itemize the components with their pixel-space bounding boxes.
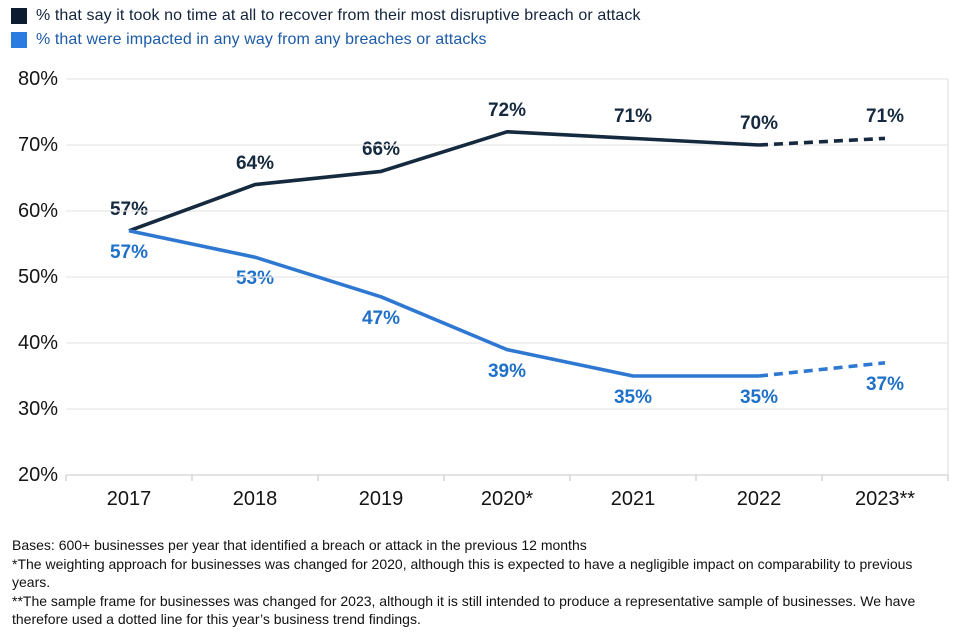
x-axis-tick-label: 2018 <box>232 488 278 510</box>
chart-legend: % that say it took no time at all to rec… <box>11 7 641 49</box>
y-axis-tick-label: 30% <box>17 398 58 420</box>
data-label: 71% <box>865 106 905 128</box>
data-label: 37% <box>865 373 905 395</box>
x-axis-tick-label: 2023** <box>854 488 916 510</box>
data-label: 70% <box>739 113 779 134</box>
y-axis-tick-label: 20% <box>17 464 58 486</box>
data-label: 47% <box>361 307 401 329</box>
legend-swatch-blue <box>11 32 27 48</box>
data-label: 35% <box>613 387 653 408</box>
data-label: 35% <box>739 387 779 408</box>
data-label: 53% <box>235 268 275 290</box>
data-label: 64% <box>235 152 275 174</box>
y-axis-tick-label: 60% <box>17 200 58 222</box>
x-axis-tick-label: 2019 <box>358 488 404 510</box>
x-axis-tick-label: 2022 <box>736 488 782 510</box>
series-line <box>128 229 759 378</box>
series-line-dashed-segment <box>758 361 886 378</box>
y-axis-tick-label: 70% <box>17 134 58 156</box>
x-axis-tick-label: 2020* <box>480 488 534 510</box>
data-label: 57% <box>109 198 149 220</box>
y-axis-tick-label: 80% <box>17 68 58 90</box>
series-line <box>128 130 760 233</box>
legend-label-impacted-any-way: % that were impacted in any way from any… <box>36 31 487 48</box>
data-label: 57% <box>109 241 149 263</box>
data-label: 71% <box>613 106 653 128</box>
y-axis-tick-label: 40% <box>17 332 58 354</box>
breach-trend-line-chart: 80% 70% 60% 50% 40% 30% 20% 2017 2018 2019 2020* 20… <box>17 68 949 510</box>
legend-item-impacted-any-way: % that were impacted in any way from any… <box>11 31 641 49</box>
footnote-bases: Bases: 600+ businesses per year that ide… <box>12 537 587 553</box>
legend-label-no-time-to-recover: % that say it took no time at all to rec… <box>36 7 641 24</box>
footnote-2020-weighting: *The weighting approach for businesses w… <box>12 555 913 591</box>
series-line-dashed-segment <box>758 136 886 147</box>
data-label: 72% <box>487 99 527 121</box>
footnotes: Bases: 600+ businesses per year that ide… <box>12 536 946 629</box>
chart-canvas <box>65 78 949 481</box>
x-axis-tick-label: 2017 <box>106 488 152 510</box>
legend-swatch-dark-navy <box>11 8 27 24</box>
legend-item-no-time-to-recover: % that say it took no time at all to rec… <box>11 7 641 25</box>
footnote-2023-sample-frame: **The sample frame for businesses was ch… <box>12 592 916 628</box>
y-axis-tick-label: 50% <box>17 266 58 288</box>
data-label: 39% <box>487 360 527 382</box>
x-axis-tick-label: 2021 <box>610 488 656 510</box>
